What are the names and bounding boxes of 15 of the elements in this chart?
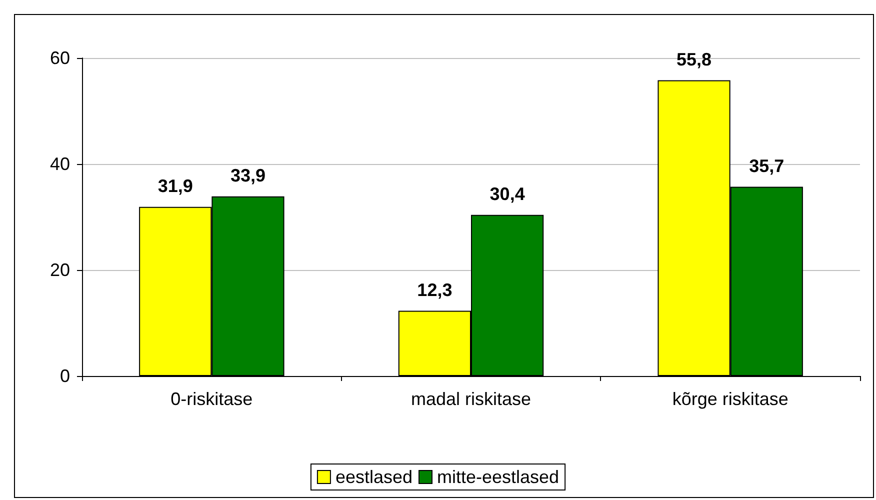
legend-label: eestlased — [335, 467, 413, 487]
y-tick-label: 60 — [50, 48, 70, 68]
data-label: 30,4 — [490, 184, 525, 204]
x-tick-label: kõrge riskitase — [672, 389, 788, 409]
y-tick-label: 40 — [50, 154, 70, 174]
data-label: 31,9 — [158, 176, 193, 196]
data-label: 55,8 — [676, 49, 712, 70]
data-label: 12,3 — [417, 280, 452, 300]
data-label: 35,7 — [749, 156, 784, 176]
y-tick-label: 20 — [50, 260, 70, 280]
x-tick-label: 0-riskitase — [170, 389, 253, 409]
data-label: 33,9 — [230, 165, 266, 186]
y-tick-label: 0 — [60, 366, 70, 386]
legend-label: mitte-eestlased — [437, 467, 560, 487]
x-tick-label: madal riskitase — [410, 389, 532, 409]
